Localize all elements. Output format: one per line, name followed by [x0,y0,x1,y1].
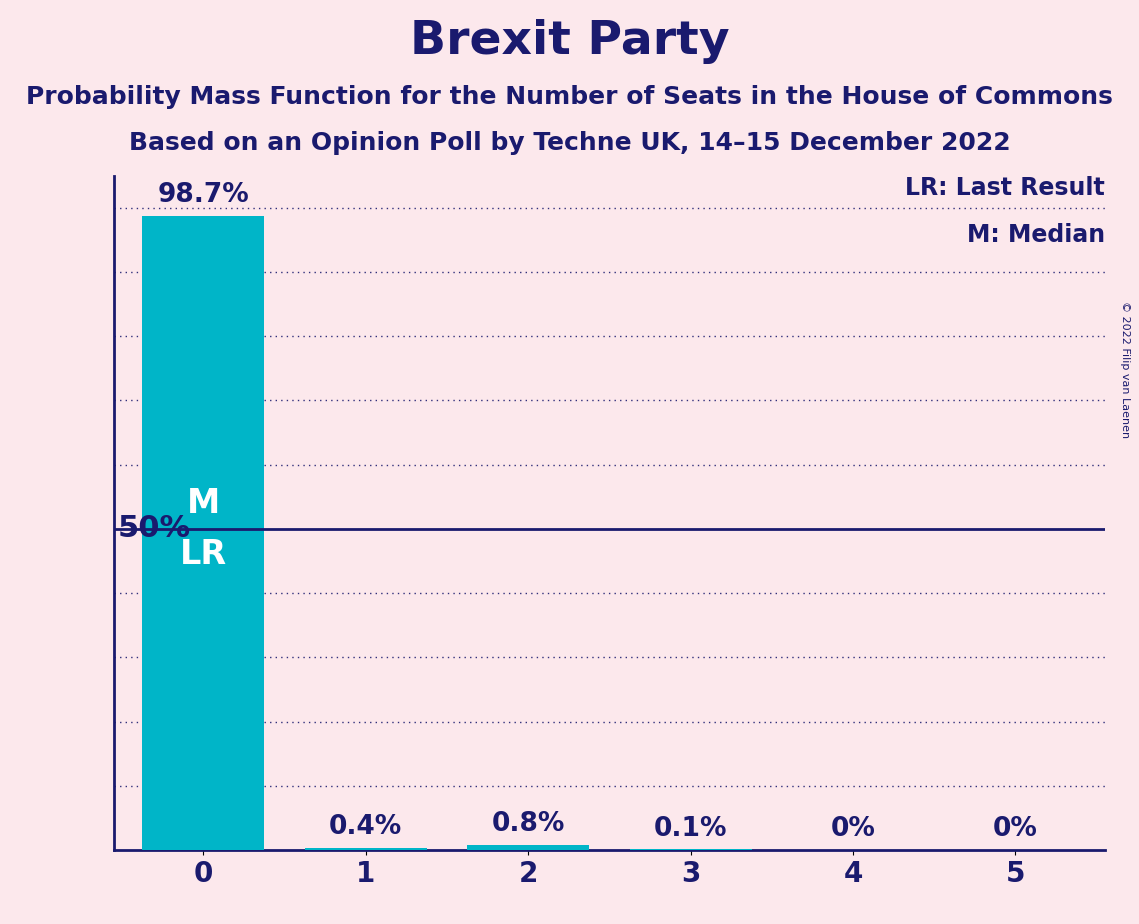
Text: Brexit Party: Brexit Party [410,19,729,64]
Text: 0.8%: 0.8% [491,811,565,837]
Bar [305,847,427,850]
Text: 98.7%: 98.7% [157,182,249,208]
Text: © 2022 Filip van Laenen: © 2022 Filip van Laenen [1121,301,1130,438]
Text: LR: Last Result: LR: Last Result [906,176,1105,200]
Text: Probability Mass Function for the Number of Seats in the House of Commons: Probability Mass Function for the Number… [26,85,1113,109]
Text: 0%: 0% [830,817,876,843]
Text: LR: LR [180,538,227,571]
Text: 0%: 0% [993,817,1038,843]
Text: M: M [187,487,220,519]
Bar [142,216,264,850]
Text: 0.1%: 0.1% [654,816,728,842]
Text: 50%: 50% [117,515,190,543]
Text: M: Median: M: Median [967,223,1105,247]
Bar [467,845,589,850]
Text: 0.4%: 0.4% [329,814,402,840]
Text: Based on an Opinion Poll by Techne UK, 14–15 December 2022: Based on an Opinion Poll by Techne UK, 1… [129,131,1010,155]
